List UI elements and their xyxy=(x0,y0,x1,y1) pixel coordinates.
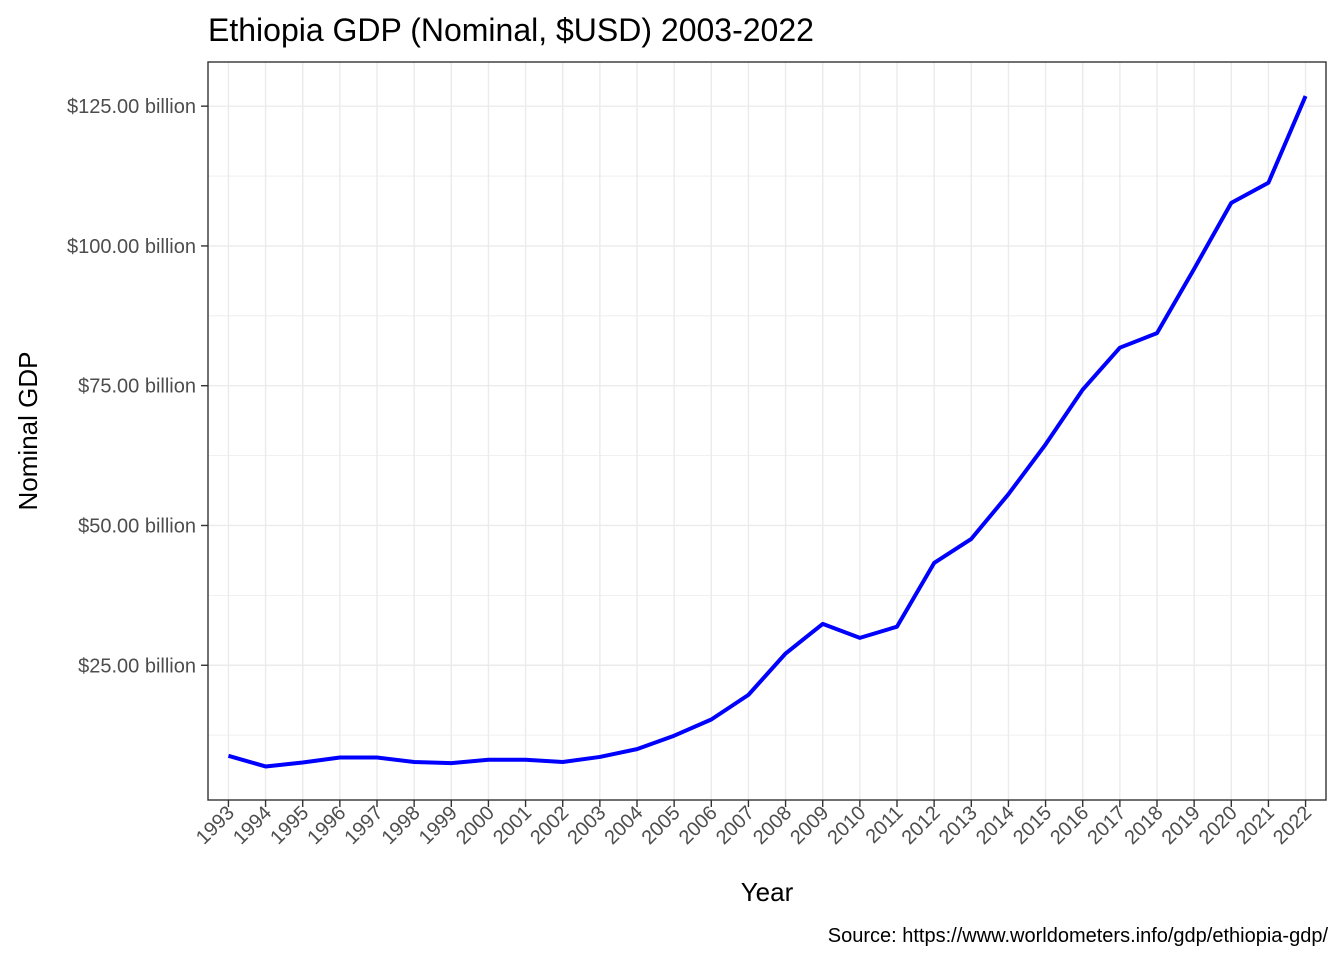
x-tick-label: 2003 xyxy=(563,802,610,849)
x-tick-label: 2010 xyxy=(823,802,870,849)
x-tick-label: 1993 xyxy=(192,802,239,849)
y-tick-label: $75.00 billion xyxy=(78,376,196,398)
panel-border xyxy=(207,61,1327,801)
x-tick-label: 2011 xyxy=(862,802,908,848)
y-tick-label: $25.00 billion xyxy=(78,655,196,677)
x-tick-label: 2007 xyxy=(712,802,759,849)
x-axis-title: Year xyxy=(741,877,794,907)
grid-major xyxy=(208,62,1326,800)
x-tick-label: 2006 xyxy=(675,802,722,849)
x-tick-label: 2018 xyxy=(1121,802,1168,849)
x-tick-label: 2016 xyxy=(1046,802,1093,849)
series-layer xyxy=(227,95,1308,769)
x-tick-label: 2000 xyxy=(452,802,499,849)
x-tick-label: 1999 xyxy=(415,802,462,849)
x-tick-label: 2004 xyxy=(601,802,648,849)
x-tick-label: 2013 xyxy=(935,802,982,849)
source-caption: Source: https://www.worldometers.info/gd… xyxy=(828,925,1329,947)
grid-minor xyxy=(208,175,1326,736)
x-tick-label: 2021 xyxy=(1232,802,1279,849)
x-tick-label: 2020 xyxy=(1195,802,1242,849)
x-tick-label: 2002 xyxy=(526,802,573,849)
x-tick-label: 1994 xyxy=(229,802,276,849)
y-axis: $25.00 billion $50.00 billion $75.00 billi… xyxy=(67,96,208,677)
x-tick-label: 1996 xyxy=(303,802,350,849)
y-axis-title: Nominal GDP xyxy=(13,352,43,511)
x-tick-label: 2008 xyxy=(749,802,796,849)
x-axis: 1993199419951996199719981999200020012002… xyxy=(192,800,1316,849)
x-tick-label: 2022 xyxy=(1269,802,1316,849)
x-tick-label: 2001 xyxy=(489,802,536,849)
x-tick-label: 1995 xyxy=(266,802,313,849)
x-tick-label: 2015 xyxy=(1009,802,1056,849)
x-tick-label: 2014 xyxy=(972,802,1019,849)
chart-title: Ethiopia GDP (Nominal, $USD) 2003-2022 xyxy=(208,12,814,48)
x-tick-label: 2019 xyxy=(1158,802,1205,849)
gdp-series-line xyxy=(227,95,1308,769)
y-tick-label: $50.00 billion xyxy=(78,515,196,537)
x-tick-label: 1997 xyxy=(341,802,388,849)
x-tick-label: 2005 xyxy=(638,802,685,849)
x-tick-label: 1998 xyxy=(378,802,425,849)
x-tick-label: 2009 xyxy=(786,802,833,849)
y-tick-label: $100.00 billion xyxy=(67,236,196,258)
x-tick-label: 2017 xyxy=(1083,802,1130,849)
y-tick-label: $125.00 billion xyxy=(67,96,196,118)
x-tick-label: 2012 xyxy=(898,802,945,849)
